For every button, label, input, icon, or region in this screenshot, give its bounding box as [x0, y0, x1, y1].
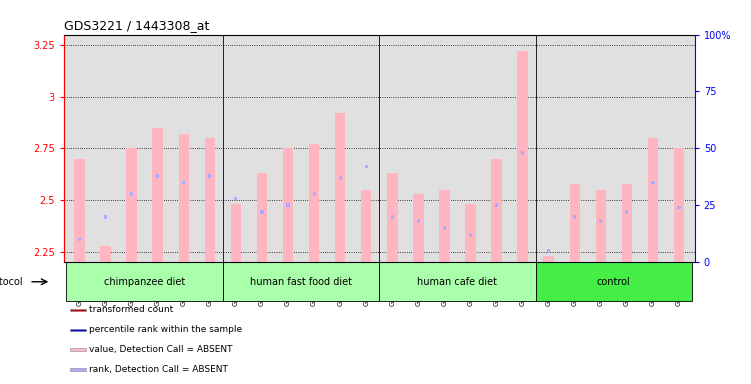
- Bar: [309, 144, 319, 262]
- Bar: [626, 210, 629, 214]
- Bar: [257, 173, 267, 262]
- Bar: [517, 51, 528, 262]
- Bar: [126, 148, 137, 262]
- Bar: [283, 148, 293, 262]
- Text: rank, Detection Call = ABSENT: rank, Detection Call = ABSENT: [89, 365, 228, 374]
- Bar: [152, 128, 163, 262]
- Bar: [312, 192, 315, 196]
- Bar: [535, 262, 692, 301]
- Text: GDS3221 / 1443308_at: GDS3221 / 1443308_at: [64, 19, 210, 32]
- Bar: [521, 151, 524, 155]
- Bar: [491, 159, 502, 262]
- Bar: [651, 180, 655, 184]
- Bar: [573, 215, 576, 218]
- Bar: [182, 180, 185, 184]
- Text: control: control: [597, 277, 631, 287]
- Bar: [569, 184, 580, 262]
- Bar: [234, 197, 237, 200]
- Bar: [379, 262, 535, 301]
- Bar: [179, 134, 189, 262]
- Bar: [130, 192, 133, 196]
- Text: percentile rank within the sample: percentile rank within the sample: [89, 325, 242, 334]
- Bar: [439, 190, 450, 262]
- Bar: [231, 204, 241, 262]
- Bar: [66, 262, 223, 301]
- Text: value, Detection Call = ABSENT: value, Detection Call = ABSENT: [89, 345, 232, 354]
- Bar: [469, 233, 472, 237]
- Bar: [391, 215, 394, 218]
- Text: transformed count: transformed count: [89, 305, 173, 314]
- Bar: [70, 309, 86, 311]
- Bar: [547, 249, 550, 253]
- Bar: [223, 262, 379, 301]
- Bar: [156, 174, 159, 177]
- Text: human cafe diet: human cafe diet: [418, 277, 497, 287]
- Bar: [387, 173, 397, 262]
- Bar: [70, 329, 86, 331]
- Bar: [339, 176, 342, 180]
- Bar: [599, 219, 602, 223]
- Bar: [443, 226, 446, 230]
- Text: protocol: protocol: [0, 277, 23, 287]
- Bar: [413, 194, 424, 262]
- Bar: [674, 148, 684, 262]
- Bar: [648, 138, 658, 262]
- Bar: [417, 219, 420, 223]
- Bar: [365, 165, 368, 169]
- Bar: [261, 210, 264, 214]
- Bar: [335, 113, 345, 262]
- Text: human fast food diet: human fast food diet: [250, 277, 352, 287]
- Bar: [70, 348, 86, 351]
- Bar: [70, 368, 86, 371]
- Bar: [622, 184, 632, 262]
- Bar: [286, 204, 290, 207]
- Bar: [466, 204, 475, 262]
- Bar: [104, 215, 107, 218]
- Bar: [495, 204, 498, 207]
- Bar: [596, 190, 606, 262]
- Bar: [677, 206, 680, 209]
- Bar: [101, 246, 110, 262]
- Bar: [361, 190, 372, 262]
- Bar: [74, 159, 85, 262]
- Bar: [204, 138, 215, 262]
- Text: chimpanzee diet: chimpanzee diet: [104, 277, 185, 287]
- Bar: [78, 238, 81, 241]
- Bar: [208, 174, 211, 177]
- Bar: [544, 256, 554, 262]
